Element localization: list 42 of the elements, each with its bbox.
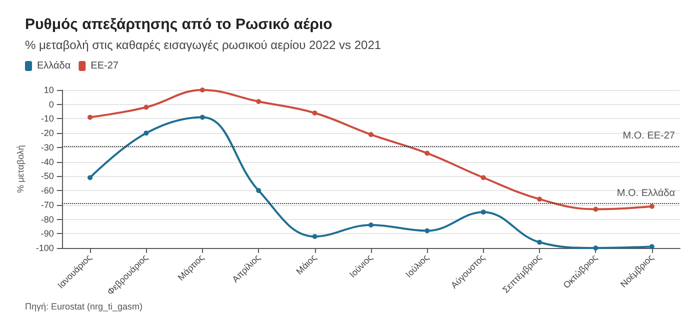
- ref-line-label: Μ.Ο. Ελλάδα: [616, 188, 676, 199]
- point: [88, 114, 93, 120]
- point: [537, 196, 542, 202]
- point: [424, 228, 430, 234]
- point: [256, 188, 262, 194]
- point: [88, 175, 93, 180]
- y-tick-label: 10: [44, 85, 54, 95]
- point: [480, 175, 486, 180]
- y-tick-label: -70: [40, 200, 54, 210]
- point: [649, 204, 654, 209]
- y-tick-label: -30: [40, 142, 54, 152]
- point: [256, 98, 262, 104]
- point: [649, 244, 654, 250]
- point: [480, 210, 486, 215]
- chart-subtitle: % μεταβολή στις καθαρές εισαγωγές ρωσικού αερίου 2022 vs 2021: [25, 38, 382, 52]
- legend-label: Ελλάδα: [37, 60, 71, 72]
- text: Πηγή: Eurostat (nrg_ti_gasm): [25, 302, 143, 312]
- point: [368, 132, 374, 138]
- y-axis-title: % μεταβολή: [16, 145, 26, 193]
- y-tick-label: -80: [40, 214, 54, 224]
- y-tick-label: -40: [40, 156, 54, 167]
- y-tick-label: -100: [36, 243, 54, 253]
- y-tick-label: -10: [40, 114, 54, 124]
- y-tick-label: -60: [40, 186, 54, 196]
- legend-label: ΕΕ-27: [90, 60, 119, 72]
- y-tick-label: -90: [40, 228, 54, 239]
- chart-title: Ρυθμός απεξάρτησης από το Ρωσικό αέριο: [25, 16, 332, 33]
- point: [200, 114, 205, 120]
- point: [537, 240, 542, 245]
- point: [593, 246, 598, 250]
- point: [200, 88, 205, 92]
- point: [312, 234, 318, 240]
- point: [424, 150, 430, 156]
- point: [593, 206, 598, 212]
- point: [144, 130, 149, 136]
- point: [312, 110, 318, 116]
- y-tick-label: -50: [40, 171, 54, 182]
- y-tick-label: -20: [40, 128, 54, 138]
- point: [368, 222, 374, 228]
- point: [144, 104, 149, 110]
- ref-line-label: Μ.Ο. ΕΕ-27: [622, 130, 676, 142]
- y-tick-label: 0: [48, 99, 54, 110]
